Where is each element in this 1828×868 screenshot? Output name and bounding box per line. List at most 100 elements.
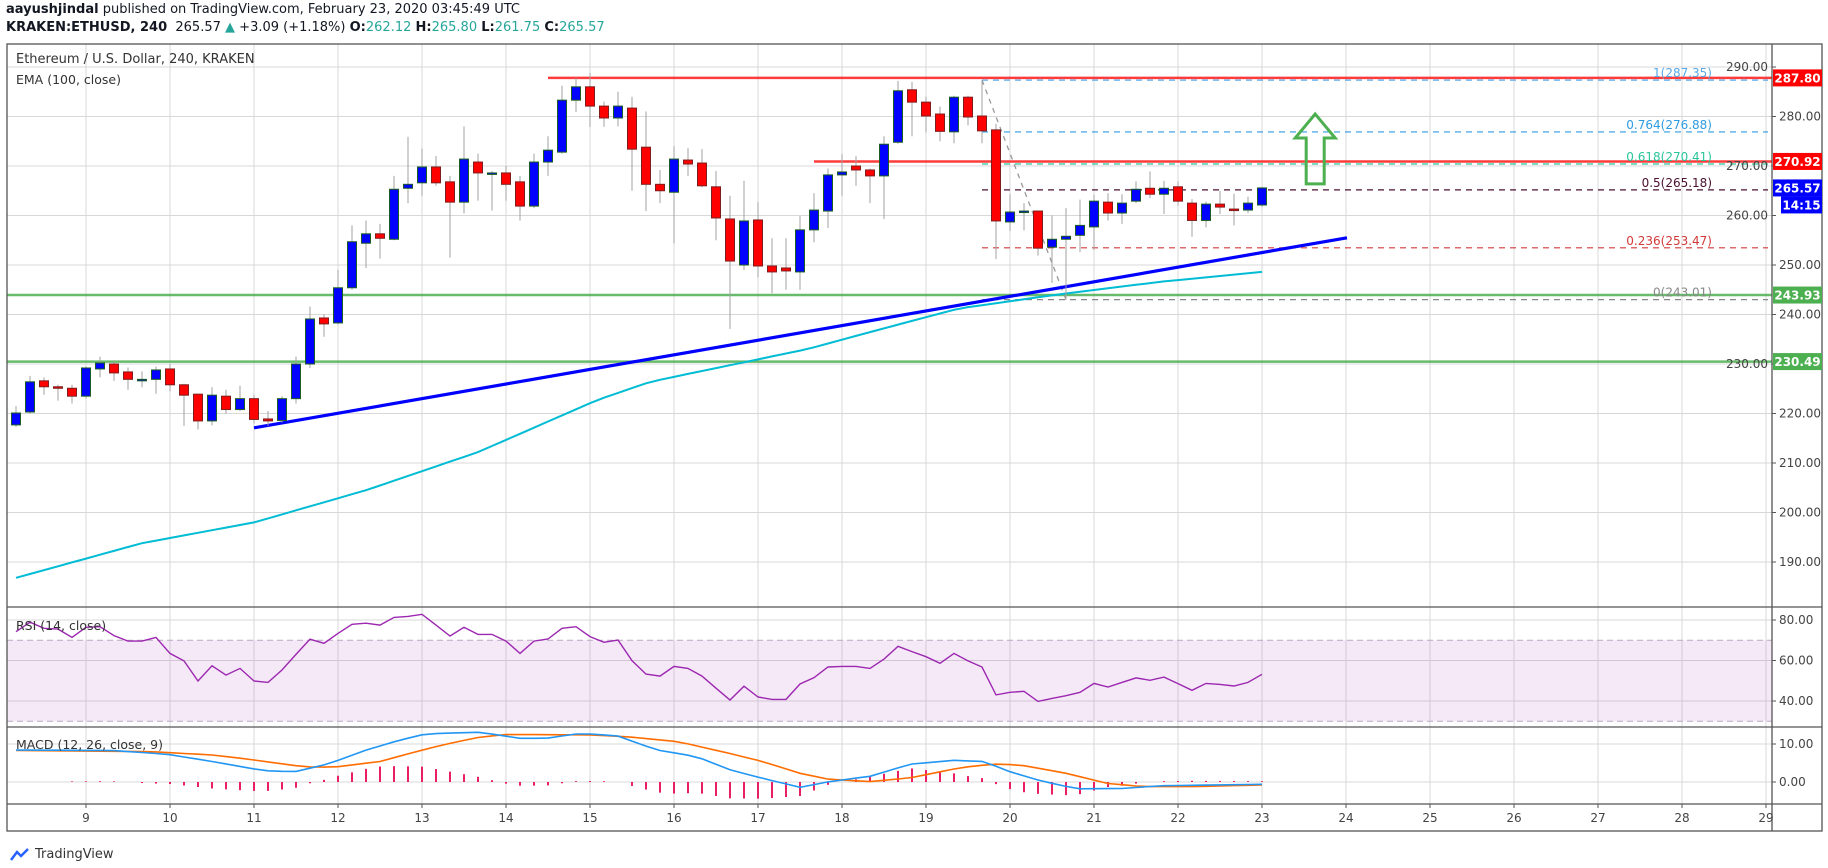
candle[interactable] — [207, 387, 217, 426]
candle[interactable] — [1215, 190, 1225, 215]
ema-line[interactable] — [15, 270, 1263, 579]
macd-line[interactable] — [16, 731, 1263, 790]
candle[interactable] — [445, 175, 455, 258]
candle[interactable] — [1187, 199, 1197, 237]
candle[interactable] — [431, 156, 441, 186]
up-arrow-icon[interactable] — [1291, 111, 1339, 186]
candle[interactable] — [585, 72, 595, 127]
candle[interactable] — [403, 136, 413, 204]
candle[interactable] — [865, 168, 875, 204]
candle[interactable] — [221, 389, 231, 414]
candle[interactable] — [515, 175, 525, 221]
candle[interactable] — [361, 220, 371, 268]
candle[interactable] — [39, 377, 49, 395]
candle[interactable] — [711, 170, 721, 241]
candle[interactable] — [879, 136, 889, 219]
candle[interactable] — [305, 306, 315, 368]
candle[interactable] — [1117, 194, 1127, 224]
candle[interactable] — [753, 202, 763, 278]
candle[interactable] — [389, 175, 399, 241]
candle[interactable] — [193, 393, 203, 430]
candle[interactable] — [739, 180, 749, 270]
rsi-legend[interactable]: RSI (14, close) — [16, 618, 107, 633]
candle[interactable] — [767, 238, 777, 294]
candle[interactable] — [781, 238, 791, 290]
candle[interactable] — [53, 384, 63, 401]
candle[interactable] — [655, 169, 665, 204]
candle[interactable] — [109, 361, 119, 381]
candle[interactable] — [1019, 203, 1029, 231]
candle[interactable] — [907, 81, 917, 137]
tradingview-logo[interactable]: TradingView — [10, 847, 114, 862]
candle[interactable] — [319, 314, 329, 337]
candle[interactable] — [501, 166, 511, 201]
macd-legend[interactable]: MACD (12, 26, close, 9) — [16, 737, 163, 752]
candle[interactable] — [235, 385, 245, 412]
macd-signal-line[interactable] — [15, 733, 1263, 788]
candle[interactable] — [67, 384, 77, 404]
candle[interactable] — [1243, 196, 1253, 214]
candle[interactable] — [473, 153, 483, 201]
candle[interactable] — [179, 383, 189, 426]
candle[interactable] — [543, 136, 553, 176]
candle[interactable] — [165, 364, 175, 392]
candle[interactable] — [725, 195, 735, 329]
time-axis[interactable]: 9 10 11 12 13 14 15 16 17 18 19 20 21 22 23 24 25 26 27 28 2… — [82, 804, 1774, 825]
candle[interactable] — [1061, 208, 1071, 300]
candle[interactable] — [417, 148, 427, 196]
candle[interactable] — [935, 106, 945, 142]
candle[interactable] — [123, 367, 133, 390]
candle[interactable] — [1159, 180, 1169, 215]
candle[interactable] — [991, 123, 1001, 260]
candle[interactable] — [95, 356, 105, 378]
candle[interactable] — [1145, 171, 1155, 199]
candle[interactable] — [557, 85, 567, 154]
candle[interactable] — [809, 193, 819, 243]
candle[interactable] — [1257, 186, 1267, 207]
candle[interactable] — [571, 77, 581, 113]
candle[interactable] — [459, 126, 469, 214]
candle[interactable] — [963, 95, 973, 126]
ema-legend[interactable]: EMA (100, close) — [16, 72, 121, 87]
candle[interactable] — [823, 168, 833, 228]
candle[interactable] — [977, 80, 987, 144]
candle[interactable] — [249, 394, 259, 424]
candle[interactable] — [1201, 201, 1211, 228]
candle[interactable] — [1033, 210, 1043, 256]
candle[interactable] — [1173, 181, 1183, 206]
candle[interactable] — [683, 148, 693, 176]
candle[interactable] — [151, 366, 161, 394]
candle[interactable] — [795, 215, 805, 290]
candle[interactable] — [11, 406, 21, 427]
candle[interactable] — [81, 366, 91, 399]
candle[interactable] — [599, 101, 609, 127]
candle[interactable] — [851, 156, 861, 186]
candle[interactable] — [333, 269, 343, 325]
rsi-line[interactable] — [15, 613, 1263, 703]
candle[interactable] — [837, 154, 847, 196]
candle[interactable] — [921, 96, 931, 133]
candle[interactable] — [1103, 193, 1113, 221]
candle[interactable] — [1089, 194, 1099, 251]
candle[interactable] — [529, 153, 539, 209]
candle[interactable] — [1131, 181, 1141, 204]
author-name[interactable]: aayushjindal — [6, 2, 99, 17]
candle[interactable] — [347, 225, 357, 290]
candle[interactable] — [291, 356, 301, 404]
candle[interactable] — [627, 96, 637, 191]
candle[interactable] — [375, 223, 385, 259]
candle[interactable] — [613, 91, 623, 127]
candle[interactable] — [669, 146, 679, 244]
candle[interactable] — [1047, 215, 1057, 283]
candle[interactable] — [137, 371, 147, 388]
candle[interactable] — [697, 149, 707, 188]
candle[interactable] — [25, 375, 35, 414]
candle[interactable] — [893, 80, 903, 144]
candle[interactable] — [1005, 194, 1015, 231]
candle[interactable] — [1075, 199, 1085, 253]
candle[interactable] — [263, 411, 273, 426]
candle[interactable] — [949, 95, 959, 144]
candle[interactable] — [277, 396, 287, 423]
candle[interactable] — [487, 170, 497, 211]
